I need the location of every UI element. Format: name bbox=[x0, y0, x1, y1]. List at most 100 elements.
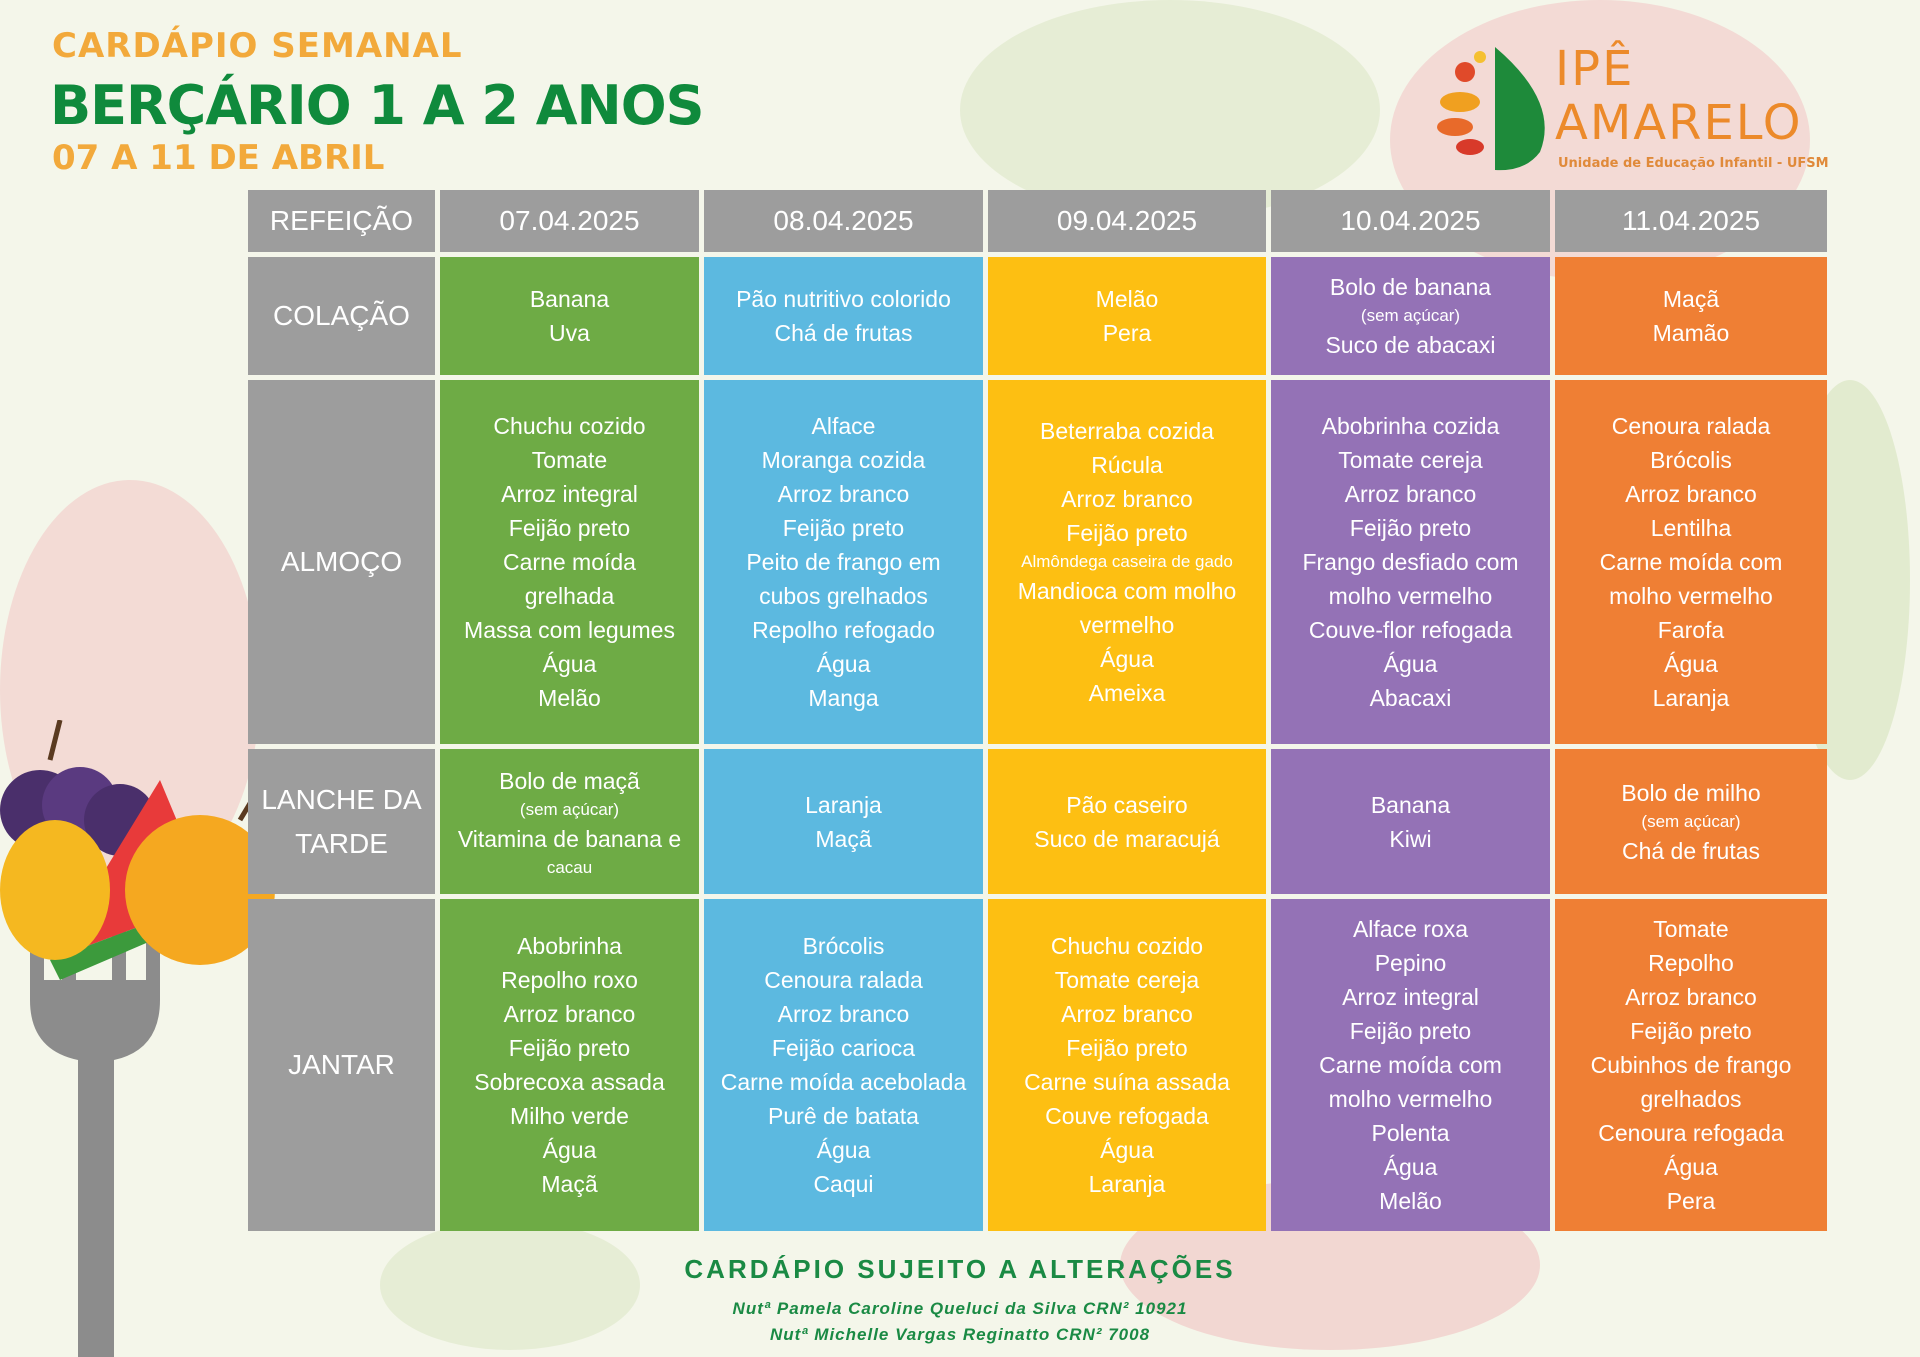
menu-cell: Beterraba cozida Rúcula Arroz branco Feijão… bbox=[988, 380, 1266, 744]
menu-cell: Tomate Repolho Arroz branco Feijão preto Cub… bbox=[1555, 899, 1827, 1231]
menu-cell: Alface roxa Pepino Arroz integral Feijão pr… bbox=[1271, 899, 1550, 1231]
menu-cell: Chuchu cozido Tomate cereja Arroz branco Fe… bbox=[988, 899, 1266, 1231]
menu-item: Abobrinha cozida bbox=[1321, 413, 1500, 439]
menu-cell: Bolo de maçã (sem açúcar) Vitamina de bana… bbox=[440, 749, 699, 894]
menu-item: Bolo de milho bbox=[1621, 779, 1761, 806]
menu-item: Maçã bbox=[541, 1171, 598, 1197]
header-row: REFEIÇÃO 07.04.2025 08.04.2025 09.04.2025 10… bbox=[248, 190, 1827, 252]
day-header: 11.04.2025 bbox=[1555, 190, 1827, 252]
menu-cell: Pão nutritivo colorido Chá de frutas bbox=[704, 257, 983, 375]
menu-item: Moranga cozida bbox=[761, 447, 926, 473]
menu-item: Maçã bbox=[815, 825, 872, 852]
logo-name-line1: IPÊ bbox=[1555, 41, 1635, 97]
menu-item: Água bbox=[1383, 651, 1438, 677]
header-refeicao: REFEIÇÃO bbox=[248, 190, 435, 252]
menu-item: (sem açúcar) bbox=[1641, 811, 1741, 831]
menu-cell: Brócolis Cenoura ralada Arroz branco Feijão… bbox=[704, 899, 983, 1231]
menu-item: Arroz branco bbox=[777, 481, 910, 507]
menu-item: Arroz branco bbox=[777, 1001, 910, 1027]
menu-item: Melão bbox=[1095, 286, 1159, 312]
weekly-menu-table: REFEIÇÃO 07.04.2025 08.04.2025 09.04.2025 10… bbox=[243, 185, 1832, 1236]
menu-cell: Melão Pera bbox=[988, 257, 1266, 375]
logo-name-line2: AMARELO bbox=[1555, 95, 1803, 151]
menu-item: Tomate bbox=[1653, 916, 1729, 942]
menu-item: Caqui bbox=[813, 1171, 874, 1197]
bg-fruit-shape bbox=[960, 0, 1380, 220]
menu-item: molho vermelho bbox=[1609, 583, 1773, 609]
menu-item: Água bbox=[542, 651, 597, 677]
menu-item: Repolho bbox=[1648, 950, 1734, 976]
menu-item: Cenoura ralada bbox=[1611, 413, 1771, 439]
menu-item: Feijão preto bbox=[1349, 515, 1472, 541]
menu-cell: Chuchu cozido Tomate Arroz integral Feijão … bbox=[440, 380, 699, 744]
menu-item: Almôndega caseira de gado bbox=[1021, 552, 1233, 571]
menu-item: molho vermelho bbox=[1328, 583, 1493, 609]
menu-item: Arroz branco bbox=[1344, 481, 1477, 507]
menu-item: Laranja bbox=[805, 791, 882, 818]
menu-item: Suco de maracujá bbox=[1034, 825, 1220, 852]
menu-item: Feijão preto bbox=[1349, 1018, 1472, 1044]
meal-row: COLAÇÃO Banana Uva Pão nutritivo colorido Ch… bbox=[248, 257, 1827, 375]
menu-item: Feijão preto bbox=[782, 515, 905, 541]
menu-cell: Banana Kiwi bbox=[1271, 749, 1550, 894]
menu-item: Tomate bbox=[531, 447, 608, 473]
menu-item: Pão caseiro bbox=[1066, 791, 1188, 818]
menu-item: Arroz branco bbox=[1625, 481, 1757, 507]
menu-item: Arroz branco bbox=[503, 1001, 636, 1027]
menu-item: Água bbox=[1100, 646, 1154, 672]
menu-item: Repolho refogado bbox=[752, 617, 935, 643]
menu-item: Mandioca com molho bbox=[1017, 578, 1237, 604]
menu-item: Abacaxi bbox=[1369, 685, 1452, 711]
menu-item: Frango desfiado com bbox=[1302, 549, 1519, 575]
leaf-logo-icon bbox=[1437, 47, 1545, 171]
menu-item: Massa com legumes bbox=[464, 617, 675, 643]
menu-cell: Pão caseiro Suco de maracujá bbox=[988, 749, 1266, 894]
menu-item: Repolho roxo bbox=[501, 967, 638, 993]
meal-label: LANCHE DA TARDE bbox=[248, 749, 435, 894]
menu-item: Água bbox=[1664, 651, 1718, 677]
menu-cell: Abobrinha Repolho roxo Arroz branco Feijão … bbox=[440, 899, 699, 1231]
day-header: 08.04.2025 bbox=[704, 190, 983, 252]
menu-item: grelhada bbox=[524, 583, 615, 609]
menu-item: grelhados bbox=[1640, 1086, 1742, 1112]
menu-item: Água bbox=[816, 651, 871, 677]
fork-with-fruits-illustration bbox=[0, 720, 275, 1357]
menu-item: Couve refogada bbox=[1045, 1103, 1209, 1129]
menu-item: Água bbox=[816, 1137, 871, 1163]
logo-name: IPÊ AMARELO bbox=[1555, 42, 1803, 150]
menu-item: Laranja bbox=[1088, 1171, 1166, 1197]
nutritionists: Nutª Pamela Caroline Queluci da Silva CR… bbox=[0, 1296, 1920, 1348]
menu-item: Feijão preto bbox=[508, 1035, 631, 1061]
menu-item: vermelho bbox=[1079, 612, 1175, 638]
menu-item: Pera bbox=[1666, 1188, 1716, 1214]
menu-item: Cenoura ralada bbox=[764, 967, 923, 993]
menu-item: Chá de frutas bbox=[774, 320, 913, 346]
menu-cell: Banana Uva bbox=[440, 257, 699, 375]
menu-item: cacau bbox=[546, 857, 593, 877]
menu-item: Melão bbox=[538, 685, 601, 711]
menu-item: Alface roxa bbox=[1352, 916, 1469, 942]
menu-item: Ameixa bbox=[1088, 680, 1166, 706]
menu-change-notice: CARDÁPIO SUJEITO A ALTERAÇÕES bbox=[684, 1254, 1236, 1284]
menu-item: cubos grelhados bbox=[759, 583, 928, 609]
age-group-title: BERÇÁRIO 1 A 2 ANOS bbox=[50, 74, 705, 137]
menu-item: Purê de batata bbox=[768, 1103, 919, 1129]
menu-item: Vitamina de banana e bbox=[457, 825, 682, 852]
menu-cell: Maçã Mamão bbox=[1555, 257, 1827, 375]
menu-item: Tomate cereja bbox=[1054, 967, 1200, 993]
meal-row: ALMOÇO Chuchu cozido Tomate Arroz integral F… bbox=[248, 380, 1827, 744]
menu-item: molho vermelho bbox=[1328, 1086, 1493, 1112]
nutritionist-2: Nutª Michelle Vargas Reginatto CRN² 7008 bbox=[769, 1325, 1151, 1344]
menu-item: Arroz integral bbox=[501, 481, 638, 507]
date-range: 07 A 11 DE ABRIL bbox=[52, 138, 385, 178]
menu-item: (sem açúcar) bbox=[519, 799, 620, 819]
menu-item: Chuchu cozido bbox=[1050, 933, 1204, 959]
meal-label: JANTAR bbox=[248, 899, 435, 1231]
menu-item: Carne moída com bbox=[1319, 1052, 1502, 1078]
menu-item: Água bbox=[1664, 1154, 1718, 1180]
menu-cell: Cenoura ralada Brócolis Arroz branco Lentil… bbox=[1555, 380, 1827, 744]
menu-item: Farofa bbox=[1657, 617, 1725, 643]
menu-item: Arroz branco bbox=[1625, 984, 1757, 1010]
menu-item: Banana bbox=[1370, 791, 1451, 818]
menu-item: Couve-flor refogada bbox=[1308, 617, 1513, 643]
